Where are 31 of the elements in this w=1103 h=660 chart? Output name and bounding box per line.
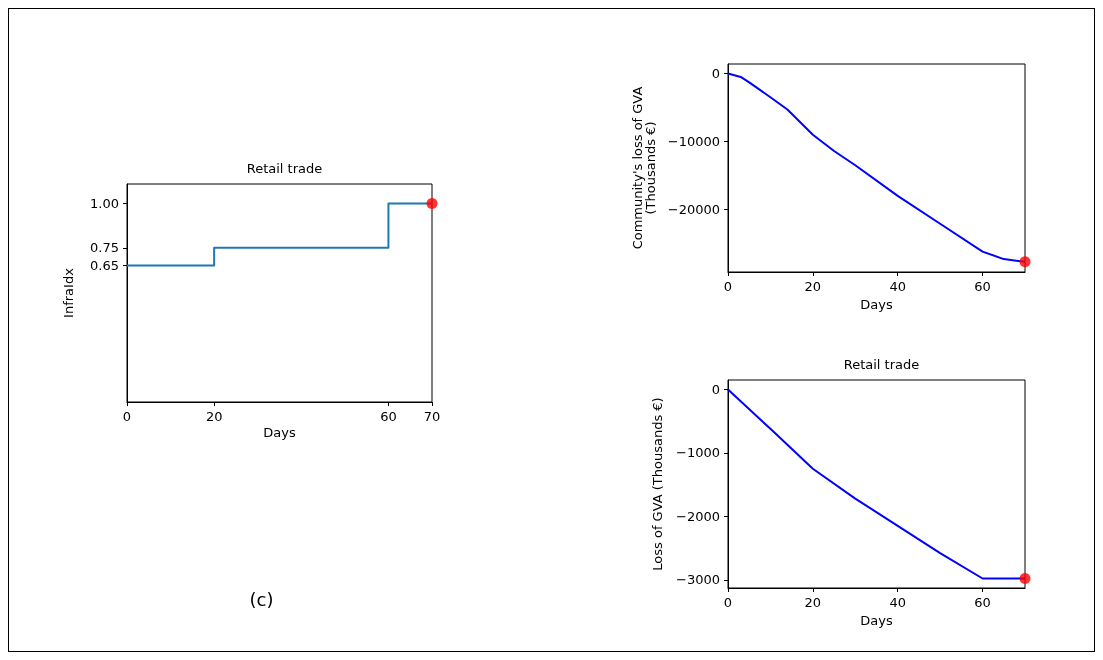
x-tick-label: 0 [122,409,132,424]
y-axis-title: Community's loss of GVA (Thousands €) [629,86,658,250]
y-tick-label: −20000 [667,201,720,217]
y-axis-title: InfraIdx [61,267,76,318]
y-tick-label: 0.75 [90,240,119,256]
x-tick-label: 40 [889,595,906,610]
x-axis-title: Days [860,612,893,628]
y-tick-label: 0 [711,382,720,398]
y-tick-label: 1.00 [90,196,119,211]
y-tick-label: −2000 [676,508,720,524]
chart-title: Retail trade [246,161,323,176]
x-tick-label: 60 [380,409,397,424]
y-tick-label: −1000 [676,445,720,461]
x-axis-title: Days [263,425,296,440]
y-tick-label: −3000 [676,572,720,588]
x-tick-label: 20 [804,595,822,610]
y-tick-label: −10000 [667,133,720,149]
text: (c) [249,588,274,610]
x-tick-label: 20 [804,279,822,294]
x-tick-label: 60 [974,279,991,294]
x-tick-label: 40 [889,279,906,294]
x-tick-label: 0 [723,279,733,294]
x-tick-label: 0 [723,595,733,610]
chart-title: Retail trade [843,357,920,372]
y-tick-label: 0 [711,66,720,82]
x-axis-title: Days [860,296,893,312]
x-tick-label: 60 [974,595,991,610]
x-tick-label: 20 [205,409,223,424]
x-tick-label: 70 [423,409,441,424]
y-axis-title: Loss of GVA (Thousands €) [650,397,665,571]
y-tick-label: 0.65 [90,258,119,274]
